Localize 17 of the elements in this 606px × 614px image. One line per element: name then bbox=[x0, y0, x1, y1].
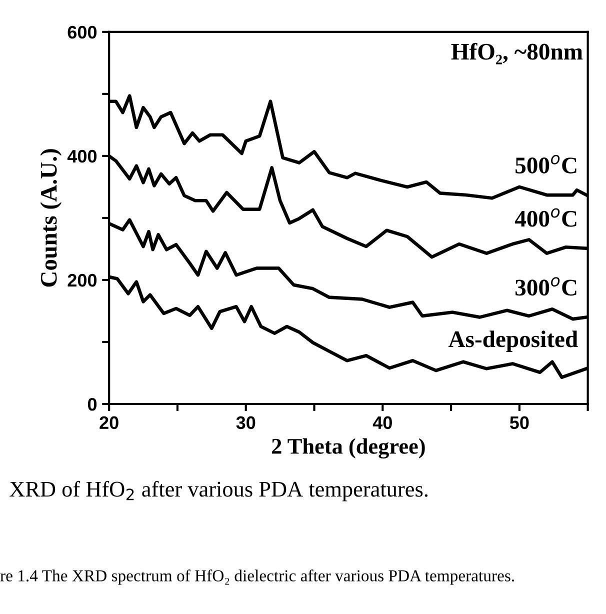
x-axis-title: 2 Theta (degree) bbox=[272, 438, 425, 459]
series-label: 400$^{o}$C bbox=[514, 208, 576, 227]
x-tick-label: 40 bbox=[372, 416, 392, 430]
y-axis-title: Counts (A.U.) bbox=[40, 149, 62, 287]
x-tick-label: 50 bbox=[510, 416, 529, 430]
y-tick-label: 400 bbox=[67, 150, 97, 163]
text: re 1.4 The XRD spectrum of HfO₂ dielectric after various PDA temperatures. bbox=[0, 570, 514, 585]
text: XRD of HfO$_{2}$ after various PDA temperatures. bbox=[10, 480, 428, 502]
y-tick-label: 200 bbox=[68, 274, 97, 287]
x-tick-label: 30 bbox=[236, 416, 256, 430]
annotation: HfO₂, ~80nm bbox=[451, 42, 583, 64]
series-label: As-deposited bbox=[448, 330, 578, 352]
series-label: 300$^{o}$C bbox=[515, 277, 576, 296]
series-label: 500$^{o}$C bbox=[516, 154, 576, 174]
x-tick-label: 20 bbox=[100, 416, 118, 430]
y-tick-label: 600 bbox=[68, 26, 97, 39]
y-tick-label: 0 bbox=[88, 398, 97, 411]
